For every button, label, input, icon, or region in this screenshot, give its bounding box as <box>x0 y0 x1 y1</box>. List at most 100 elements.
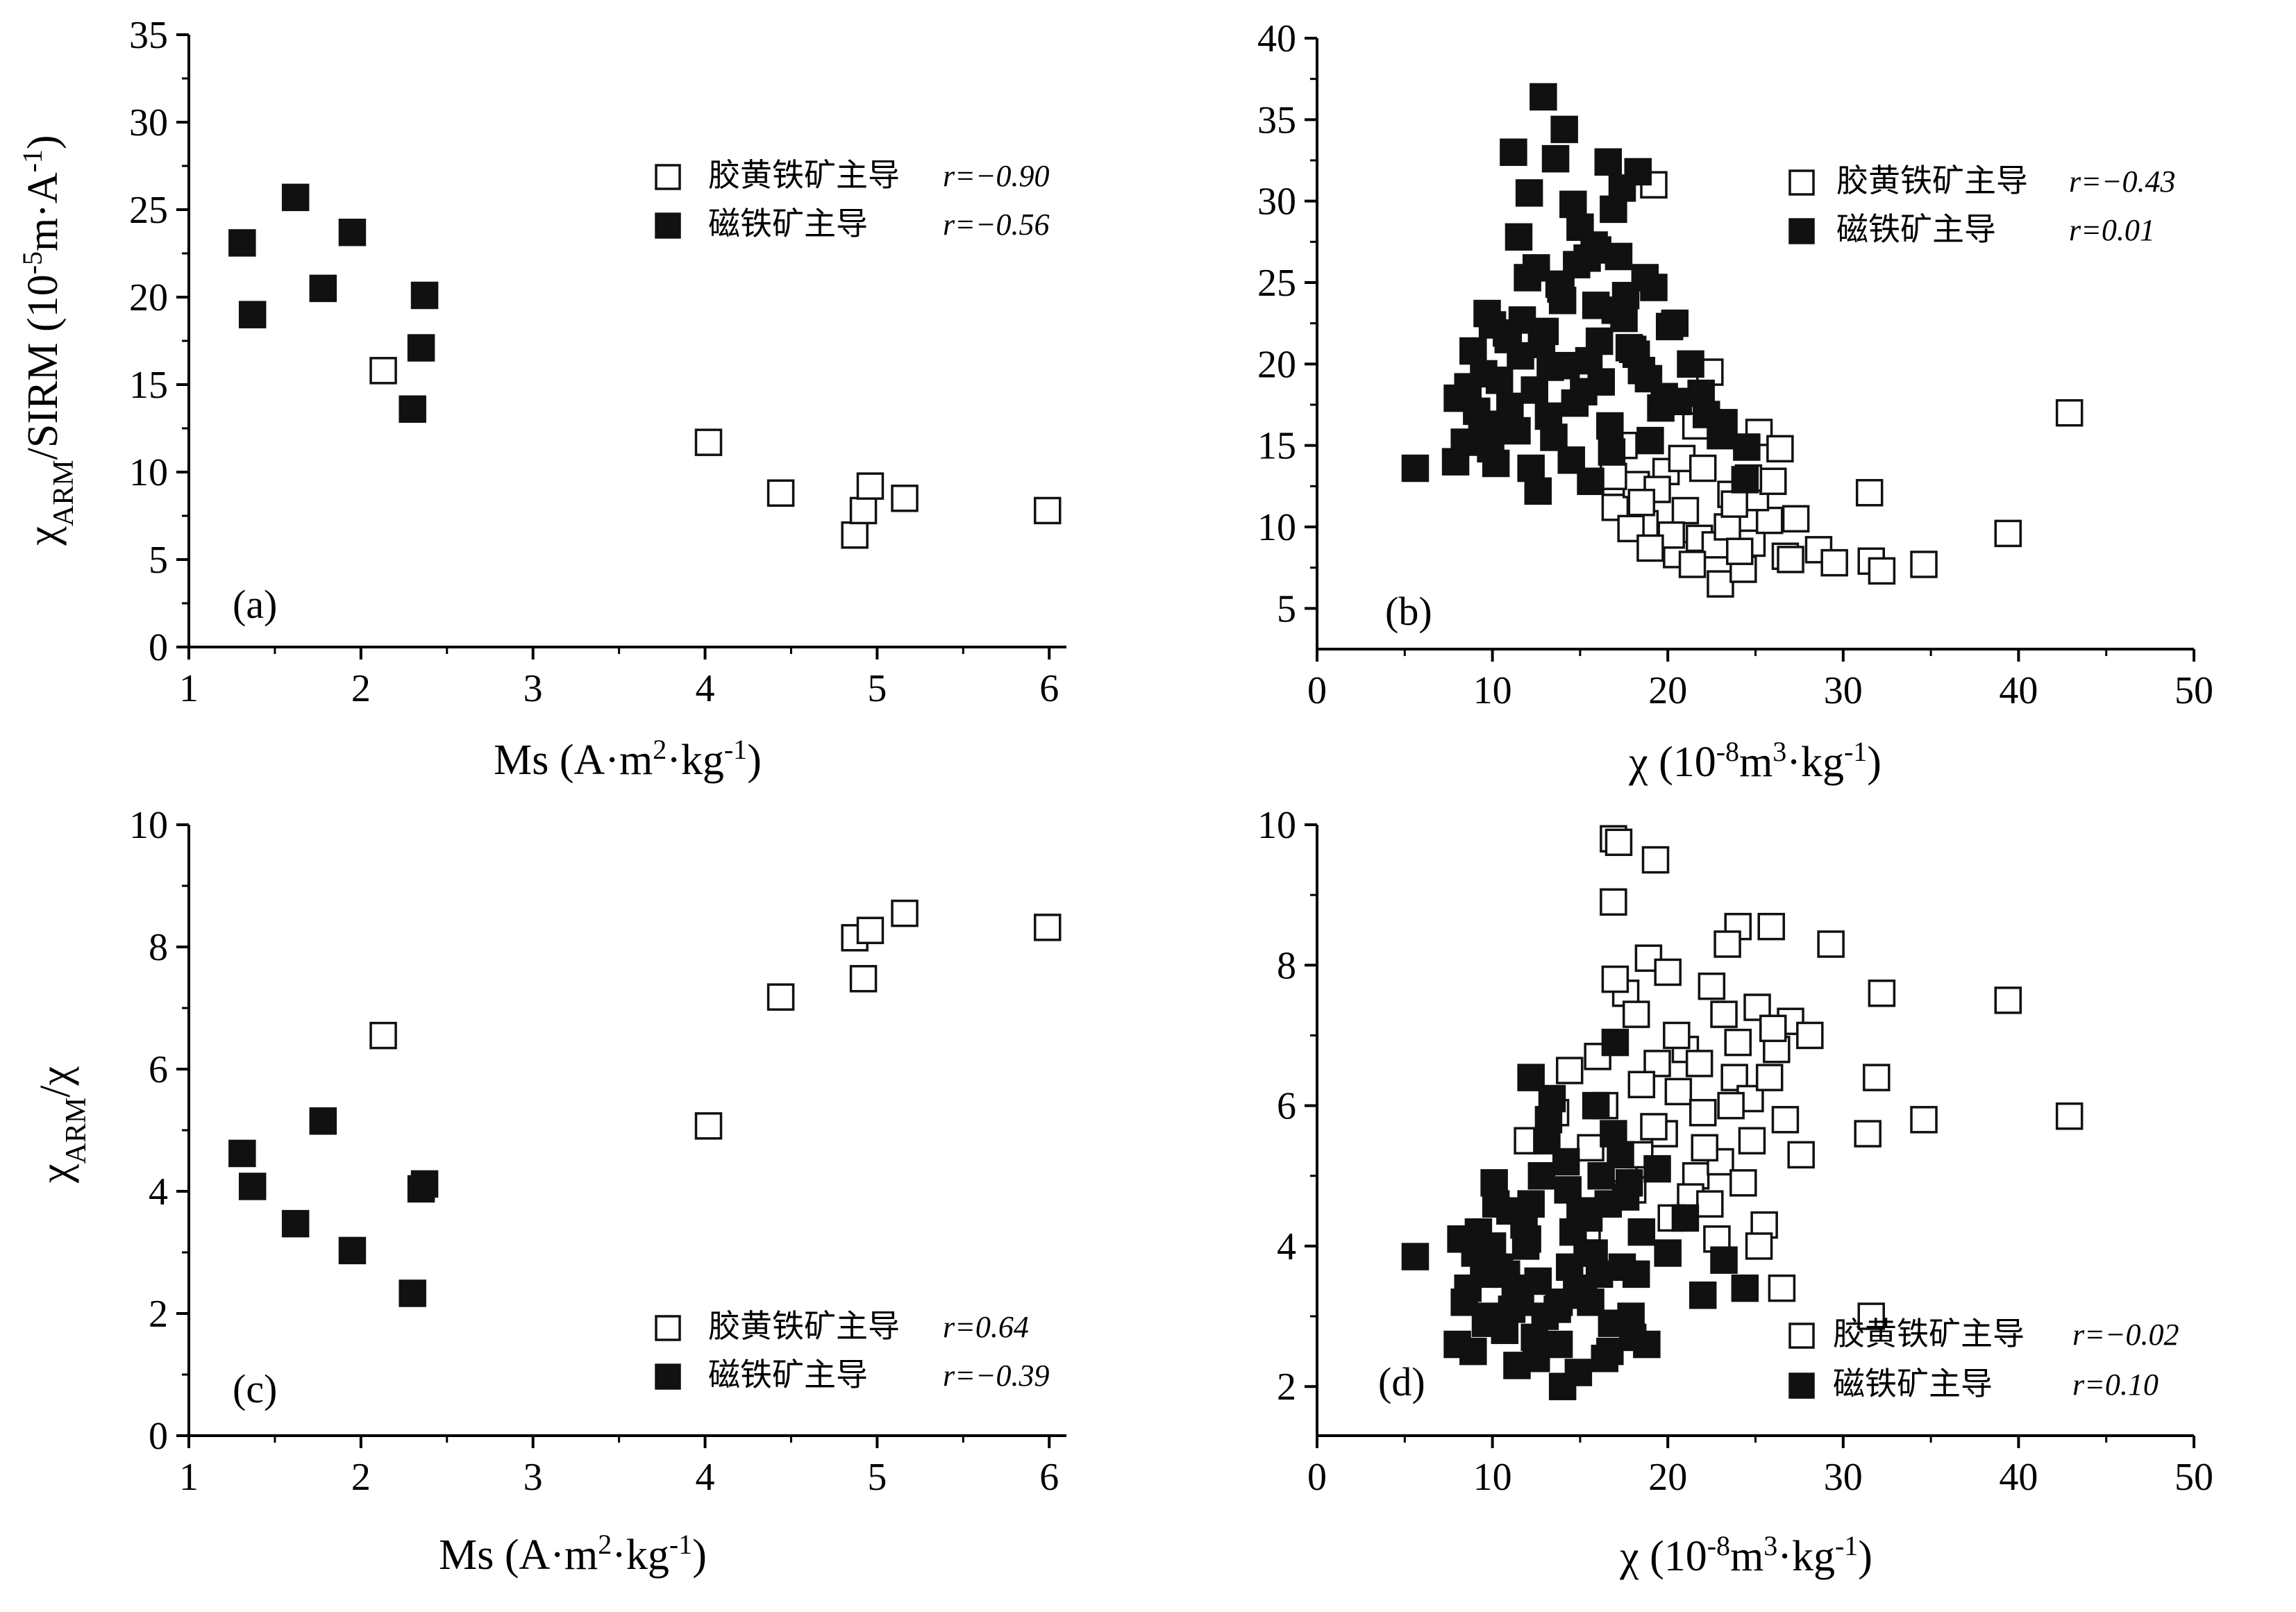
panel-label: (d) <box>1378 1359 1425 1404</box>
data-point-magnetite <box>1604 242 1633 271</box>
x-tick-label: 20 <box>1648 669 1687 712</box>
data-point-greigite <box>1713 513 1741 541</box>
x-tick-label: 3 <box>523 1456 543 1499</box>
y-tick-label: 10 <box>129 804 168 847</box>
x-tick-label: 40 <box>1999 669 2038 712</box>
data-point-magnetite <box>1710 1246 1738 1274</box>
data-point-magnetite <box>1618 335 1647 363</box>
data-point-magnetite <box>1459 337 1487 365</box>
data-point-greigite <box>1555 1057 1584 1084</box>
data-point-magnetite <box>1530 83 1557 111</box>
legend-label: 磁铁矿主导 <box>1836 210 1996 248</box>
data-point-magnetite <box>1401 454 1430 482</box>
data-point-greigite <box>1600 888 1627 916</box>
legend-correlation: r=0.01 <box>2069 213 2155 247</box>
data-point-magnetite <box>1596 1337 1624 1366</box>
x-tick-label: 3 <box>523 667 543 710</box>
panel-b: 0 10 20 30 40 50 5 10 15 20 25 30 35 40 胶黄铁矿主导 r=−0.43 磁… <box>1257 17 2213 712</box>
data-point-greigite <box>1671 496 1700 525</box>
y-tick-label: 20 <box>1257 343 1296 386</box>
data-point-greigite <box>1689 1098 1717 1127</box>
data-point-magnetite <box>1441 448 1470 476</box>
data-point-magnetite <box>1545 1288 1573 1316</box>
data-point-greigite <box>1868 980 1896 1007</box>
data-point-magnetite <box>410 1170 439 1198</box>
legend-correlation: r=0.10 <box>2072 1368 2159 1402</box>
panel-label: (c) <box>233 1366 277 1411</box>
data-point-magnetite <box>1463 397 1491 426</box>
data-point-greigite <box>1685 1050 1713 1077</box>
data-point-magnetite <box>1471 1309 1500 1337</box>
data-point-magnetite <box>1482 1190 1510 1218</box>
data-point-greigite <box>1696 1190 1724 1218</box>
data-point-greigite <box>694 428 723 456</box>
y-tick-label: 5 <box>149 539 168 582</box>
legend-label: 胶黄铁矿主导 <box>708 156 900 194</box>
data-point-greigite <box>1910 1106 1938 1134</box>
data-point-magnetite <box>1731 466 1759 494</box>
x-tick-label: 30 <box>1824 1456 1863 1499</box>
legend-correlation: r=0.64 <box>943 1310 1029 1344</box>
data-point-greigite <box>1994 519 2022 548</box>
y-tick-label: 8 <box>149 926 168 969</box>
data-point-magnetite <box>338 219 367 246</box>
data-point-greigite <box>1707 570 1734 598</box>
data-point-magnetite <box>1523 254 1550 282</box>
x-tick-label: 5 <box>867 1456 887 1499</box>
data-point-greigite <box>1777 546 1804 573</box>
data-point-magnetite <box>1478 1232 1507 1260</box>
data-point-greigite <box>1782 505 1810 533</box>
data-point-greigite <box>1033 914 1062 941</box>
data-point-magnetite <box>1498 1295 1526 1323</box>
legend-marker-filled <box>1788 1372 1815 1399</box>
data-point-greigite <box>1654 958 1682 986</box>
panel-label: (b) <box>1385 589 1432 634</box>
data-point-magnetite <box>1611 282 1640 310</box>
x-tick-label: 6 <box>1039 1456 1059 1499</box>
legend-correlation: r=−0.90 <box>943 159 1050 193</box>
legend-label: 磁铁矿主导 <box>708 205 868 242</box>
data-point-magnetite <box>238 301 267 328</box>
data-point-greigite <box>1641 846 1670 874</box>
data-point-greigite <box>2055 1102 2084 1130</box>
legend-label: 磁铁矿主导 <box>1833 1365 1993 1402</box>
data-point-magnetite <box>1577 467 1604 496</box>
legend-label: 磁铁矿主导 <box>708 1356 868 1393</box>
data-point-magnetite <box>1517 1190 1545 1218</box>
y-tick-label: 4 <box>1277 1225 1296 1268</box>
panel-label: (a) <box>233 582 277 627</box>
x-tick-label: 50 <box>2175 669 2213 712</box>
data-point-magnetite <box>1582 1091 1610 1120</box>
data-point-greigite <box>1738 1127 1766 1155</box>
data-point-greigite <box>1766 435 1794 463</box>
data-point-greigite <box>1910 551 1938 578</box>
x-tick-label: 0 <box>1307 1456 1327 1499</box>
y-tick-label: 6 <box>1277 1085 1296 1128</box>
data-point-magnetite <box>1401 1243 1430 1270</box>
data-point-magnetite <box>309 274 337 303</box>
data-point-greigite <box>1640 1113 1668 1141</box>
data-point-magnetite <box>1500 138 1527 167</box>
data-point-greigite <box>1787 1141 1815 1169</box>
data-point-magnetite <box>1459 1337 1487 1366</box>
legend-correlation: r=−0.39 <box>943 1359 1050 1393</box>
data-point-magnetite <box>1618 1323 1647 1352</box>
data-point-magnetite <box>309 1107 337 1135</box>
data-point-greigite <box>1698 972 1726 1000</box>
data-point-magnetite <box>1707 421 1734 450</box>
data-point-magnetite <box>1527 330 1556 358</box>
panel-d: 0 10 20 30 40 50 2 4 6 8 10 胶黄铁矿主导 r=−0.02 磁铁矿主导 r=0.1… <box>1257 804 2213 1499</box>
data-point-magnetite <box>1610 304 1638 333</box>
data-point-greigite <box>1771 1106 1800 1134</box>
x-tick-label: 2 <box>351 1456 371 1499</box>
data-point-magnetite <box>1515 179 1543 207</box>
data-point-greigite <box>1857 1302 1885 1330</box>
legend-marker-filled <box>655 212 681 239</box>
data-point-greigite <box>1796 1021 1824 1050</box>
y-axis-title-c: χARM/χ <box>32 1066 92 1184</box>
data-point-greigite <box>1691 1134 1718 1162</box>
data-point-magnetite <box>1608 1253 1636 1281</box>
x-tick-label: 4 <box>696 667 715 710</box>
legend-label: 胶黄铁矿主导 <box>708 1307 900 1345</box>
data-point-magnetite <box>238 1173 267 1200</box>
